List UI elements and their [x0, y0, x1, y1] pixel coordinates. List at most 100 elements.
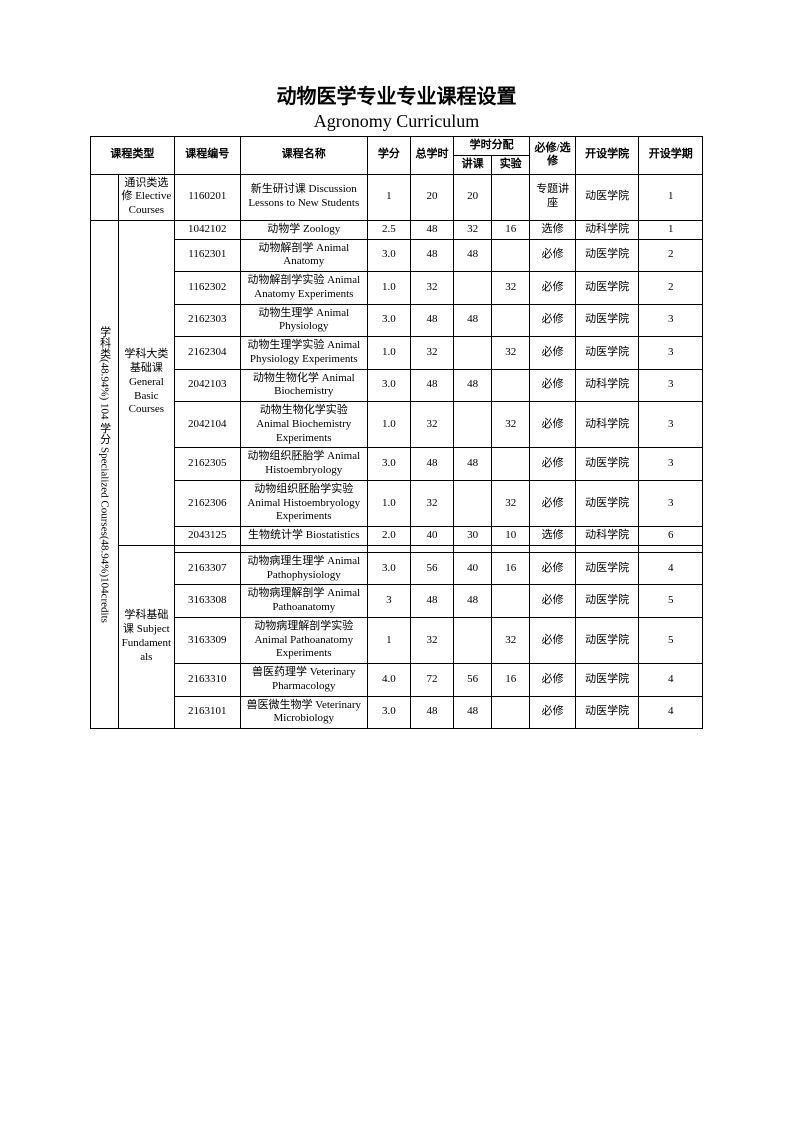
table-row: 3163309 动物病理解剖学实验 Animal Pathoanatomy Ex…: [91, 617, 703, 663]
sem-cell: 5: [639, 585, 703, 618]
req-cell: 选修: [530, 220, 576, 239]
sem-cell: 3: [639, 402, 703, 448]
total-cell: 48: [410, 220, 453, 239]
lecture-cell: 40: [454, 552, 492, 585]
req-cell: 选修: [530, 527, 576, 546]
course-code: 2163101: [174, 696, 240, 729]
credit-cell: 2.5: [367, 220, 410, 239]
course-code: 3163308: [174, 585, 240, 618]
credit-cell: 3.0: [367, 696, 410, 729]
school-cell: 动医学院: [575, 272, 638, 305]
header-code: 课程编号: [174, 137, 240, 175]
lecture-cell: 48: [454, 696, 492, 729]
sem-cell: 1: [639, 220, 703, 239]
lecture-cell: 20: [454, 174, 492, 220]
school-cell: 动医学院: [575, 664, 638, 697]
table-row: 2162303 动物生理学 Animal Physiology 3.0 48 4…: [91, 304, 703, 337]
course-name: 动物解剖学 Animal Anatomy: [240, 239, 367, 272]
credit-cell: 3.0: [367, 304, 410, 337]
lab-cell: 16: [492, 664, 530, 697]
lecture-cell: 48: [454, 369, 492, 402]
course-name: 动物生物化学实验 Animal Biochemistry Experiments: [240, 402, 367, 448]
course-name: 兽医药理学 Veterinary Pharmacology: [240, 664, 367, 697]
header-name: 课程名称: [240, 137, 367, 175]
sem-cell: 3: [639, 337, 703, 370]
school-cell: 动科学院: [575, 402, 638, 448]
lecture-cell: 56: [454, 664, 492, 697]
credit-cell: 1: [367, 617, 410, 663]
credit-cell: 3: [367, 585, 410, 618]
lecture-cell: 48: [454, 304, 492, 337]
course-name: 动物解剖学实验 Animal Anatomy Experiments: [240, 272, 367, 305]
lab-cell: [492, 696, 530, 729]
table-row: 1162301 动物解剖学 Animal Anatomy 3.0 48 48 必…: [91, 239, 703, 272]
lab-cell: 16: [492, 220, 530, 239]
credit-cell: 1: [367, 174, 410, 220]
category-subject-fundamentals: 学科基础课 Subject Fundamentals: [118, 545, 174, 728]
total-cell: 32: [410, 402, 453, 448]
course-name: 动物生物化学 Animal Biochemistry: [240, 369, 367, 402]
course-code: 1042102: [174, 220, 240, 239]
total-cell: 40: [410, 527, 453, 546]
header-lab: 实验: [492, 155, 530, 174]
sem-cell: 3: [639, 304, 703, 337]
req-cell: 必修: [530, 448, 576, 481]
req-cell: 必修: [530, 696, 576, 729]
school-cell: 动医学院: [575, 696, 638, 729]
total-cell: 32: [410, 617, 453, 663]
course-name: 动物病理解剖学实验 Animal Pathoanatomy Experiment…: [240, 617, 367, 663]
lab-cell: [492, 174, 530, 220]
school-cell: 动科学院: [575, 527, 638, 546]
school-cell: 动科学院: [575, 369, 638, 402]
table-row: 2163307 动物病理生理学 Animal Pathophysiology 3…: [91, 552, 703, 585]
lab-cell: 32: [492, 480, 530, 526]
sem-cell: 6: [639, 527, 703, 546]
lecture-cell: 48: [454, 585, 492, 618]
header-hours-dist: 学时分配: [454, 137, 530, 156]
header-school: 开设学院: [575, 137, 638, 175]
total-cell: 48: [410, 239, 453, 272]
table-row: 2163101 兽医微生物学 Veterinary Microbiology 3…: [91, 696, 703, 729]
header-total-hours: 总学时: [410, 137, 453, 175]
header-credit: 学分: [367, 137, 410, 175]
credit-cell: 4.0: [367, 664, 410, 697]
req-cell: 必修: [530, 585, 576, 618]
header-row-1: 课程类型 课程编号 课程名称 学分 总学时 学时分配 必修/选修 开设学院 开设…: [91, 137, 703, 156]
req-cell: 必修: [530, 369, 576, 402]
course-code: 2163307: [174, 552, 240, 585]
lab-cell: 32: [492, 337, 530, 370]
header-semester: 开设学期: [639, 137, 703, 175]
course-name: 动物病理解剖学 Animal Pathoanatomy: [240, 585, 367, 618]
sem-cell: 3: [639, 480, 703, 526]
credit-cell: 3.0: [367, 448, 410, 481]
course-code: 2162303: [174, 304, 240, 337]
school-cell: 动医学院: [575, 337, 638, 370]
page-title-cn: 动物医学专业专业课程设置: [90, 80, 703, 109]
lab-cell: 32: [492, 617, 530, 663]
header-lecture: 讲课: [454, 155, 492, 174]
table-row: 2162305 动物组织胚胎学 Animal Histoembryology 3…: [91, 448, 703, 481]
course-code: 2042104: [174, 402, 240, 448]
header-req: 必修/选修: [530, 137, 576, 175]
req-cell: 专题讲座: [530, 174, 576, 220]
lab-cell: 32: [492, 402, 530, 448]
total-cell: 20: [410, 174, 453, 220]
credit-cell: 1.0: [367, 337, 410, 370]
blank-cell: [91, 174, 119, 220]
req-cell: 必修: [530, 617, 576, 663]
total-cell: 32: [410, 337, 453, 370]
course-code: 2162305: [174, 448, 240, 481]
total-cell: 48: [410, 448, 453, 481]
table-row: 学科类(48.94%) 104 学分 Specialized Courses(4…: [91, 220, 703, 239]
total-cell: 32: [410, 272, 453, 305]
credit-cell: 3.0: [367, 552, 410, 585]
total-cell: 72: [410, 664, 453, 697]
credit-cell: 1.0: [367, 402, 410, 448]
lab-cell: 10: [492, 527, 530, 546]
lab-cell: [492, 369, 530, 402]
table-row: 2163310 兽医药理学 Veterinary Pharmacology 4.…: [91, 664, 703, 697]
school-cell: 动医学院: [575, 304, 638, 337]
page-title-en: Agronomy Curriculum: [90, 111, 703, 132]
course-name: 动物组织胚胎学实验 Animal Histoembryology Experim…: [240, 480, 367, 526]
course-name: 兽医微生物学 Veterinary Microbiology: [240, 696, 367, 729]
